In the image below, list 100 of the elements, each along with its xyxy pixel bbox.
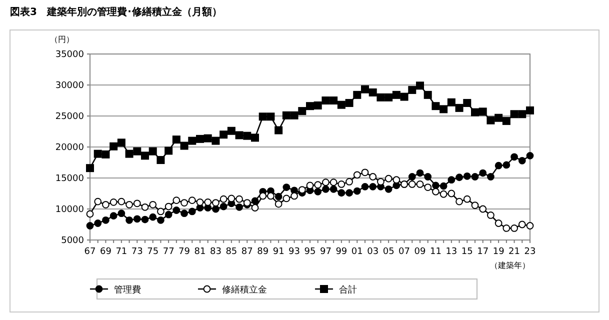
point bbox=[408, 86, 416, 94]
x-tick-label: 09 bbox=[414, 247, 426, 257]
point bbox=[236, 203, 243, 211]
point bbox=[479, 205, 487, 213]
point bbox=[141, 216, 149, 224]
point bbox=[274, 126, 283, 134]
point bbox=[526, 222, 534, 230]
point bbox=[471, 173, 479, 180]
point bbox=[290, 192, 298, 200]
point bbox=[118, 198, 126, 206]
point bbox=[157, 216, 164, 224]
x-axis-title: （建築年） bbox=[490, 261, 530, 270]
legend-label: 合計 bbox=[339, 284, 357, 296]
point bbox=[110, 212, 118, 220]
point bbox=[416, 169, 424, 177]
x-tick-label: 73 bbox=[131, 247, 143, 257]
point bbox=[424, 173, 432, 180]
x-tick-label: 01 bbox=[351, 247, 363, 257]
point bbox=[220, 130, 228, 139]
point bbox=[172, 196, 180, 204]
point bbox=[188, 136, 196, 145]
point bbox=[368, 88, 377, 96]
point bbox=[196, 198, 204, 206]
point bbox=[455, 104, 464, 112]
point bbox=[518, 156, 526, 164]
point bbox=[157, 208, 164, 216]
y-tick-label: 30000 bbox=[55, 81, 84, 91]
point bbox=[126, 200, 133, 208]
point bbox=[486, 116, 495, 124]
point bbox=[298, 186, 306, 194]
point bbox=[330, 185, 338, 193]
point bbox=[440, 105, 448, 114]
y-axis-title: （円） bbox=[50, 35, 74, 44]
point bbox=[118, 210, 126, 218]
x-tick-label: 77 bbox=[162, 247, 174, 257]
x-tick-label: 81 bbox=[194, 247, 206, 257]
point bbox=[377, 178, 384, 186]
point bbox=[314, 181, 322, 189]
point bbox=[243, 132, 252, 140]
point bbox=[172, 136, 180, 144]
y-tick-label: 20000 bbox=[55, 143, 84, 153]
point bbox=[448, 176, 456, 184]
point bbox=[133, 200, 141, 208]
point bbox=[424, 184, 432, 191]
point bbox=[471, 108, 479, 116]
legend-label: 修繕積立金 bbox=[222, 284, 267, 296]
point bbox=[518, 110, 526, 118]
x-tick-label: 15 bbox=[461, 247, 473, 257]
point bbox=[274, 200, 282, 208]
point bbox=[282, 184, 290, 191]
point bbox=[432, 188, 440, 196]
point bbox=[314, 188, 322, 196]
point bbox=[361, 85, 369, 94]
point bbox=[502, 161, 510, 169]
x-tick-label: 21 bbox=[508, 247, 520, 257]
x-tick-label: 89 bbox=[257, 247, 269, 257]
point bbox=[338, 180, 346, 188]
point bbox=[258, 112, 267, 121]
point bbox=[432, 102, 440, 110]
x-tick-label: 99 bbox=[336, 247, 348, 257]
point bbox=[526, 152, 534, 160]
point bbox=[447, 98, 456, 106]
point bbox=[440, 182, 448, 190]
point bbox=[400, 92, 408, 101]
point bbox=[494, 162, 502, 170]
point bbox=[487, 173, 494, 180]
point bbox=[125, 150, 134, 158]
point bbox=[384, 185, 392, 193]
point bbox=[180, 199, 188, 206]
x-tick-label: 23 bbox=[524, 247, 536, 257]
point bbox=[306, 182, 314, 190]
point bbox=[384, 174, 392, 182]
point bbox=[148, 147, 157, 156]
point bbox=[133, 147, 142, 156]
point bbox=[526, 106, 534, 114]
y-tick-label: 15000 bbox=[55, 174, 84, 184]
point bbox=[282, 111, 290, 120]
point bbox=[290, 111, 298, 120]
x-tick-label: 87 bbox=[241, 247, 253, 257]
point bbox=[220, 195, 228, 203]
point bbox=[479, 169, 487, 177]
point bbox=[204, 198, 212, 206]
point bbox=[220, 202, 228, 210]
legend-label: 管理費 bbox=[114, 284, 141, 296]
x-tick-label: 19 bbox=[492, 247, 505, 257]
point bbox=[384, 93, 393, 102]
point bbox=[440, 190, 448, 198]
point bbox=[353, 171, 361, 179]
point bbox=[164, 146, 173, 155]
point bbox=[330, 178, 338, 186]
point bbox=[94, 198, 102, 206]
point bbox=[448, 190, 456, 198]
x-tick-label: 03 bbox=[367, 247, 379, 257]
x-tick-label: 97 bbox=[320, 247, 332, 257]
point bbox=[180, 210, 188, 218]
point bbox=[102, 150, 110, 158]
point bbox=[346, 178, 353, 186]
y-tick-label: 35000 bbox=[55, 50, 84, 60]
point bbox=[392, 90, 400, 99]
point bbox=[86, 210, 94, 218]
